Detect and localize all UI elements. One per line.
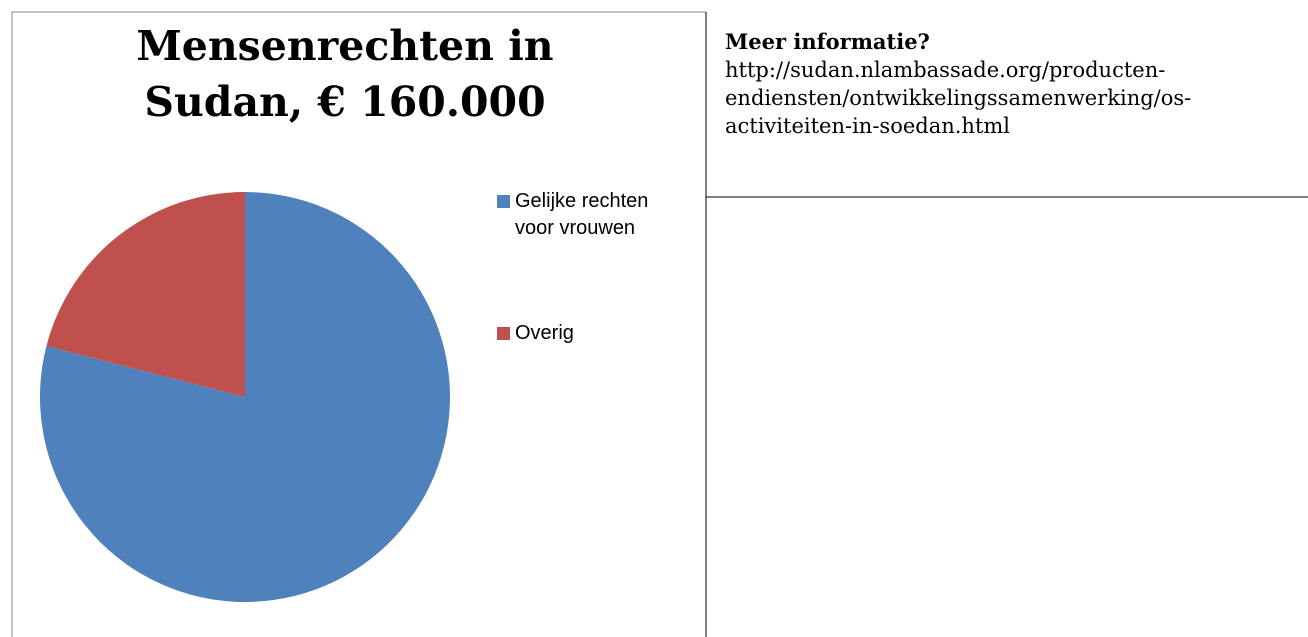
legend-item: Gelijke rechten voor vrouwen — [497, 188, 687, 242]
info-heading: Meer informatie? — [725, 29, 930, 54]
pie-slice — [40, 192, 451, 602]
info-url: http://sudan.nlambassade.org/producten-e… — [725, 58, 1192, 138]
legend-item: Overig — [497, 320, 687, 347]
info-box: Meer informatie? http://sudan.nlambassad… — [725, 28, 1285, 140]
legend-swatch — [497, 195, 510, 208]
legend-swatch — [497, 327, 510, 340]
pie-slice — [46, 192, 245, 397]
chart-title: Mensenrechten in Sudan, € 160.000 — [136, 22, 554, 126]
legend-label: Overig — [515, 322, 574, 344]
legend-label: Gelijke rechten voor vrouwen — [515, 190, 649, 239]
